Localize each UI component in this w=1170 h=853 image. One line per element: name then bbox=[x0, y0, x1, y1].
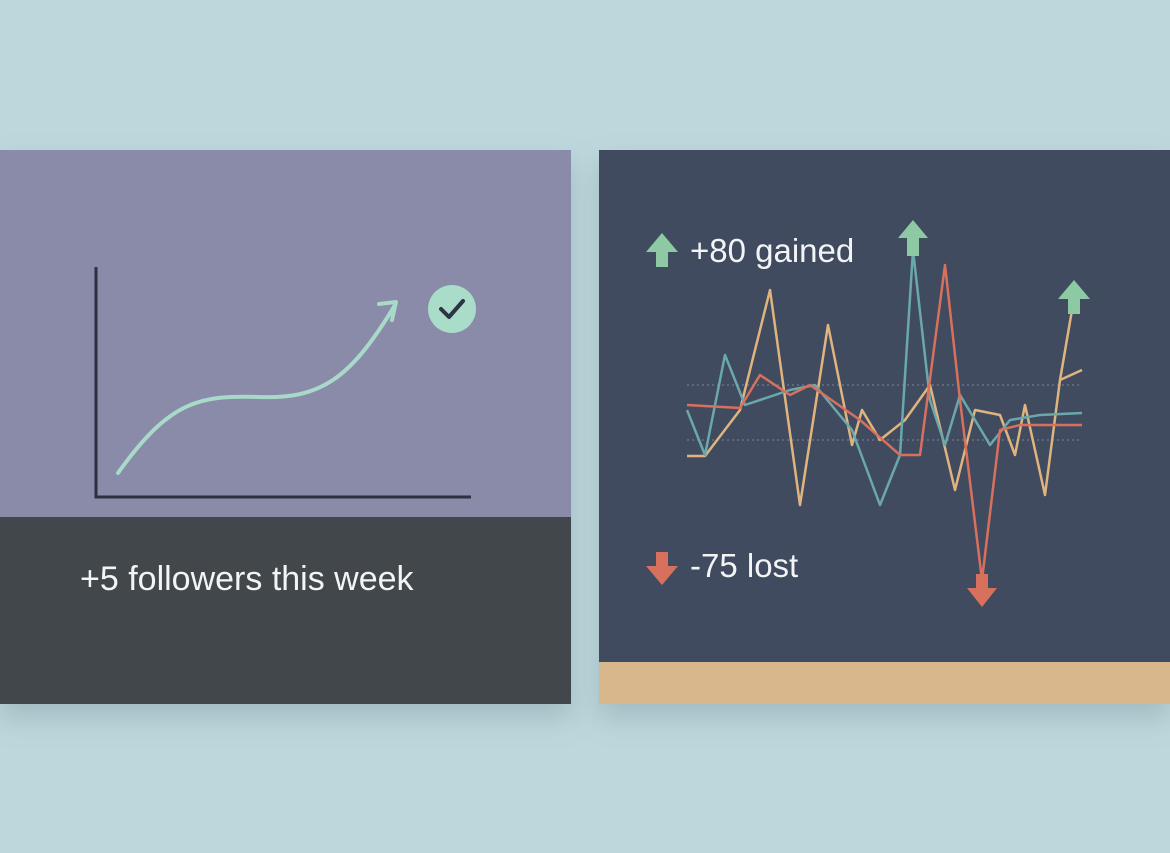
line-orange bbox=[687, 288, 1074, 507]
lost-icon bbox=[646, 552, 678, 585]
growth-curve bbox=[116, 303, 397, 475]
check-badge bbox=[428, 285, 476, 333]
gained-icon bbox=[646, 233, 678, 267]
left-card bbox=[0, 150, 571, 704]
card-top bbox=[0, 150, 571, 518]
axes bbox=[94, 267, 471, 499]
card-bottom bbox=[0, 517, 571, 704]
line-orange-tail bbox=[1059, 368, 1083, 382]
check-mark bbox=[439, 299, 465, 319]
down-arrow bbox=[967, 574, 997, 607]
up-arrow bbox=[1058, 280, 1090, 314]
lost-label: -75 lost bbox=[690, 547, 798, 584]
card-body bbox=[599, 150, 1170, 663]
curve-arrowhead bbox=[377, 300, 398, 322]
right-card bbox=[599, 150, 1170, 704]
card-footer bbox=[599, 662, 1170, 704]
up-arrow bbox=[898, 220, 928, 256]
caption: +5 followers this week bbox=[80, 560, 415, 598]
gained-label: +80 gained bbox=[690, 232, 854, 269]
line-red bbox=[686, 263, 1082, 582]
